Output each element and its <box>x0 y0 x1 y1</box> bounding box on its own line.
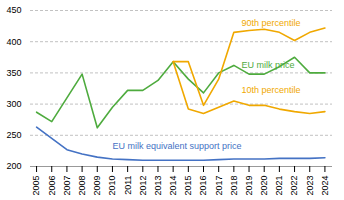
svg-text:2020: 2020 <box>259 176 269 196</box>
svg-text:2006: 2006 <box>47 176 57 196</box>
svg-text:2024: 2024 <box>320 176 330 196</box>
svg-text:EU milk equivalent support pri: EU milk equivalent support price <box>112 141 241 151</box>
svg-text:450: 450 <box>6 5 21 15</box>
svg-text:2021: 2021 <box>274 176 284 196</box>
svg-text:250: 250 <box>6 130 21 140</box>
svg-text:300: 300 <box>6 99 21 109</box>
svg-text:2011: 2011 <box>123 176 133 195</box>
svg-text:350: 350 <box>6 68 21 78</box>
svg-text:2007: 2007 <box>62 176 72 196</box>
svg-text:10th percentile: 10th percentile <box>241 85 300 95</box>
svg-text:2022: 2022 <box>289 176 299 196</box>
svg-text:2016: 2016 <box>198 176 208 196</box>
svg-text:2013: 2013 <box>153 176 163 196</box>
svg-text:90th percentile: 90th percentile <box>241 18 300 28</box>
svg-text:2012: 2012 <box>138 176 148 196</box>
svg-text:2010: 2010 <box>107 176 117 196</box>
svg-text:2005: 2005 <box>31 176 41 196</box>
svg-text:2015: 2015 <box>183 176 193 196</box>
svg-text:2018: 2018 <box>229 176 239 196</box>
svg-text:400: 400 <box>6 37 21 47</box>
svg-text:2023: 2023 <box>305 176 315 196</box>
svg-text:2019: 2019 <box>244 176 254 196</box>
svg-text:2008: 2008 <box>77 176 87 196</box>
svg-text:200: 200 <box>6 161 21 171</box>
svg-text:2009: 2009 <box>92 176 102 196</box>
svg-text:2014: 2014 <box>168 176 178 196</box>
svg-text:2017: 2017 <box>214 176 224 196</box>
svg-text:EU milk price: EU milk price <box>241 60 294 70</box>
